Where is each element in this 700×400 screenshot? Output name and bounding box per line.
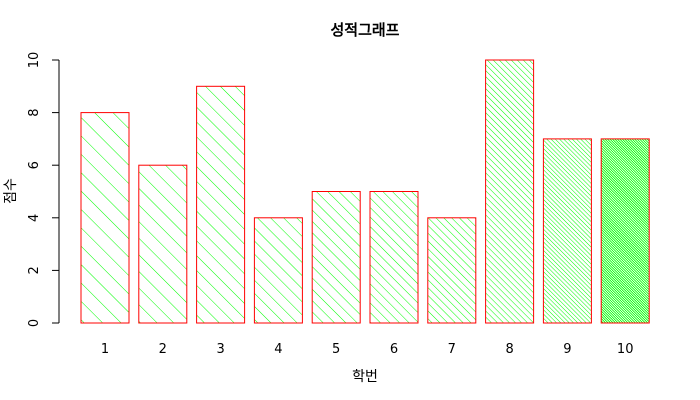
bar-8 — [485, 59, 535, 324]
x-tick-label: 9 — [563, 342, 571, 357]
bar-3 — [196, 85, 246, 324]
x-tick-labels: 1 2 3 4 5 6 7 8 9 10 — [101, 342, 634, 357]
y-tick-label: 2 — [27, 266, 42, 274]
x-axis-label: 학번 — [352, 369, 378, 385]
y-axis: 0 2 4 6 8 10 — [27, 52, 60, 327]
x-tick-label: 2 — [159, 342, 167, 357]
x-tick-label: 3 — [216, 342, 224, 357]
bar-4 — [253, 217, 303, 324]
bar-6 — [369, 191, 419, 324]
chart-title: 성적그래프 — [330, 21, 399, 39]
y-tick-label: 4 — [27, 214, 42, 222]
bar-9 — [542, 138, 592, 324]
bars-group — [80, 59, 650, 324]
y-tick-label: 8 — [27, 108, 42, 116]
y-tick-label: 10 — [27, 52, 42, 69]
x-tick-label: 10 — [617, 342, 634, 357]
bar-7 — [427, 217, 477, 324]
y-tick-label: 0 — [27, 319, 42, 327]
y-axis-label: 점수 — [3, 178, 19, 204]
x-tick-label: 6 — [390, 342, 398, 357]
bar-2 — [138, 164, 188, 324]
x-tick-label: 1 — [101, 342, 109, 357]
bar-10 — [600, 138, 650, 324]
bar-5 — [311, 191, 361, 324]
y-tick-label: 6 — [27, 161, 42, 169]
bar-1 — [80, 112, 130, 324]
x-tick-label: 5 — [332, 342, 340, 357]
x-tick-label: 7 — [448, 342, 456, 357]
x-tick-label: 4 — [274, 342, 282, 357]
x-tick-label: 8 — [505, 342, 513, 357]
